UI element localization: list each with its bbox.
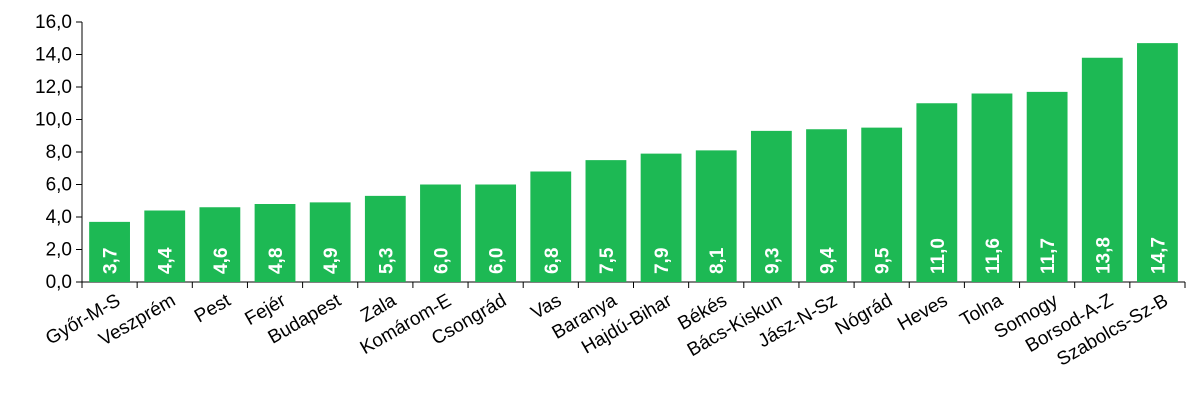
bar	[750, 130, 792, 282]
data-label: 7,9	[652, 248, 673, 274]
data-label: 8,1	[707, 247, 728, 274]
bar	[89, 221, 130, 282]
bar	[585, 160, 627, 282]
data-label: 4,9	[321, 248, 342, 274]
category-label: Pest	[191, 290, 235, 328]
y-tick-label: 2,0	[46, 240, 72, 261]
bar	[640, 153, 682, 282]
y-tick-label: 6,0	[46, 175, 72, 196]
data-label: 11,0	[928, 238, 949, 274]
data-label: 9,5	[873, 247, 894, 274]
y-tick-label: 4,0	[46, 207, 72, 228]
data-label: 13,8	[1093, 237, 1114, 274]
data-label: 5,3	[376, 248, 397, 274]
bar	[695, 150, 737, 282]
bar	[254, 204, 296, 282]
data-label: 6,0	[487, 248, 508, 274]
data-label: 4,4	[156, 247, 177, 274]
bar	[1026, 91, 1068, 282]
y-tick-label: 10,0	[35, 110, 72, 131]
data-label: 6,0	[431, 248, 452, 274]
bar	[199, 207, 241, 282]
data-label: 9,4	[818, 247, 839, 274]
bar	[475, 184, 517, 282]
category-label: Nógrád	[832, 290, 896, 339]
data-label: 4,6	[211, 248, 232, 274]
data-label: 7,5	[597, 247, 618, 274]
bar	[861, 127, 903, 282]
data-label: 11,7	[1038, 238, 1059, 274]
chart-bars	[89, 43, 1178, 282]
data-label: 3,7	[101, 248, 122, 274]
bar	[1081, 57, 1123, 282]
data-label: 14,7	[1148, 237, 1169, 274]
data-label: 9,3	[762, 248, 783, 274]
data-label: 11,6	[983, 238, 1004, 274]
category-label: Heves	[894, 290, 951, 335]
bar	[806, 129, 847, 282]
bar	[1137, 43, 1178, 282]
bar	[309, 202, 351, 282]
data-label: 4,8	[266, 248, 287, 274]
y-tick-label: 0,0	[46, 272, 72, 293]
y-tick-label: 8,0	[46, 142, 72, 163]
chart-labels: 3,7Győr-M-S4,4Veszprém4,6Pest4,8Fejér4,9…	[42, 237, 1172, 371]
bar	[144, 210, 186, 282]
bar	[971, 93, 1013, 282]
y-tick-label: 16,0	[35, 12, 72, 33]
y-tick-label: 12,0	[35, 77, 72, 98]
bar	[530, 171, 572, 282]
data-label: 6,8	[542, 248, 563, 274]
bar	[420, 184, 461, 282]
bar	[916, 103, 958, 282]
y-tick-label: 14,0	[35, 45, 72, 66]
bar	[364, 195, 406, 282]
